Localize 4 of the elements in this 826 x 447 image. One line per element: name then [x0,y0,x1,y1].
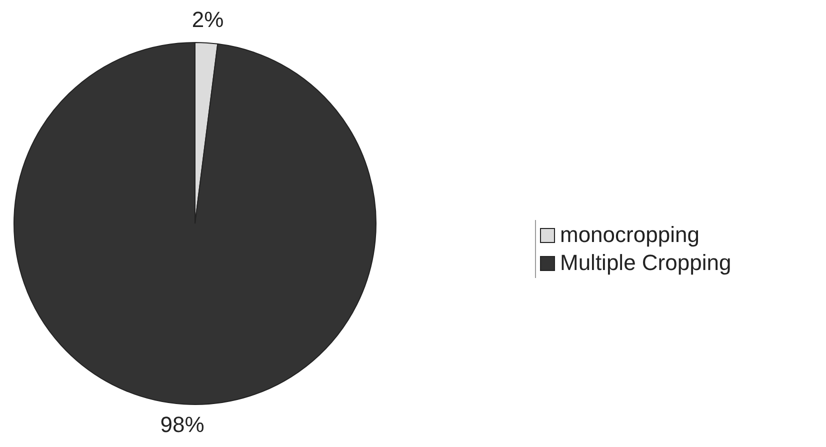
data-label: 98% [160,412,204,438]
data-label: 2% [192,6,224,32]
legend-label: Multiple Cropping [560,250,732,276]
legend-label: monocropping [560,222,700,248]
